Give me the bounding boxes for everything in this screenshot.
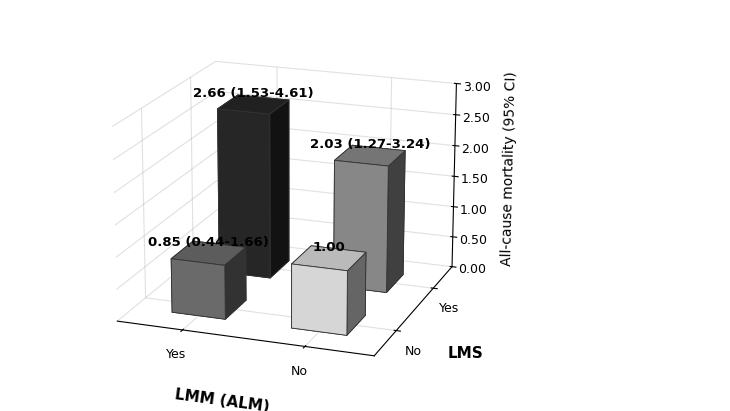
Y-axis label: LMS: LMS bbox=[448, 346, 484, 360]
X-axis label: LMM (ALM): LMM (ALM) bbox=[174, 387, 270, 411]
